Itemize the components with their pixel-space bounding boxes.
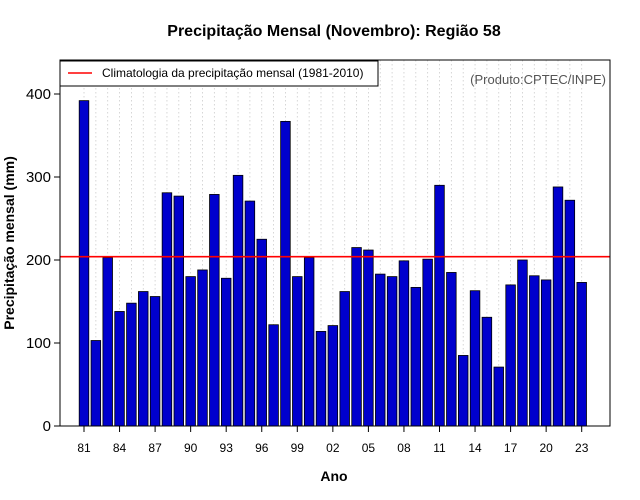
- x-tick-label-23: 23: [575, 441, 589, 455]
- x-axis-title: Ano: [320, 468, 347, 484]
- y-tick-label-0: 0: [43, 418, 51, 435]
- y-tick-label-100: 100: [26, 335, 51, 352]
- bar-2017: [505, 284, 516, 427]
- bars: [78, 100, 587, 427]
- bar-2022: [564, 199, 576, 427]
- bar-2016: [493, 366, 504, 427]
- bar-2018: [517, 259, 528, 427]
- plot-frame: [59, 59, 611, 427]
- bar-2008: [398, 260, 410, 427]
- y-tick-label-200: 200: [26, 252, 51, 269]
- bar-2009: [410, 286, 422, 427]
- bar-1986: [138, 291, 149, 427]
- bar-2023: [576, 282, 587, 427]
- bar-1997: [268, 324, 279, 427]
- bar-1999: [292, 276, 303, 427]
- bar-1981: [78, 100, 90, 427]
- bar-2003: [339, 291, 350, 427]
- bar-1988: [161, 192, 173, 427]
- bar-2004: [351, 247, 362, 427]
- bar-1994: [232, 174, 244, 427]
- x-tick-label-99: 99: [291, 441, 305, 455]
- legend: Climatologia da precipitação mensal (198…: [59, 60, 379, 87]
- bar-2013: [457, 355, 469, 427]
- bar-2012: [446, 272, 457, 427]
- y-tick-label-300: 300: [26, 169, 51, 186]
- chart-title: Precipitação Mensal (Novembro): Região 5…: [167, 23, 501, 40]
- bar-1992: [209, 194, 220, 427]
- bar-2007: [386, 276, 398, 427]
- credit-text: (Produto:CPTEC/INPE): [470, 72, 606, 87]
- x-tick-label-08: 08: [397, 441, 411, 455]
- bar-2001: [315, 330, 327, 427]
- bar-2006: [375, 273, 386, 427]
- bar-2011: [434, 184, 445, 427]
- x-tick-label-02: 02: [326, 441, 340, 455]
- bar-1989: [173, 195, 185, 427]
- bar-2010: [422, 258, 433, 427]
- bar-1984: [114, 311, 125, 427]
- bar-2014: [469, 290, 481, 427]
- bar-2015: [481, 316, 493, 427]
- bar-2021: [552, 186, 564, 427]
- bar-2019: [529, 275, 540, 427]
- bar-1990: [185, 276, 196, 427]
- bar-1982: [90, 340, 102, 427]
- bar-1985: [126, 302, 137, 427]
- x-tick-label-05: 05: [362, 441, 376, 455]
- legend-label: Climatologia da precipitação mensal (198…: [102, 66, 363, 80]
- x-tick-label-11: 11: [433, 441, 446, 455]
- x-tick-label-87: 87: [148, 441, 162, 455]
- x-axis: 81 84 87 90 93 96 99 02 05 08 11 14 17 20 23: [77, 426, 589, 455]
- x-tick-label-17: 17: [504, 441, 518, 455]
- x-tick-label-81: 81: [77, 441, 91, 455]
- y-tick-label-400: 400: [26, 86, 51, 103]
- bar-2002: [327, 325, 339, 427]
- bar-2020: [540, 279, 552, 427]
- bar-1996: [256, 238, 267, 427]
- bar-1998: [280, 120, 291, 427]
- x-tick-label-20: 20: [539, 441, 553, 455]
- bar-1991: [197, 269, 208, 427]
- legend-box: [59, 60, 379, 87]
- y-axis: 0 100 200 300 400: [26, 86, 60, 435]
- bar-2000: [303, 257, 315, 427]
- x-tick-label-14: 14: [468, 441, 482, 455]
- x-tick-label-84: 84: [113, 441, 127, 455]
- x-tick-label-90: 90: [184, 441, 198, 455]
- bar-1993: [220, 277, 232, 427]
- y-axis-title: Precipitação mensal (mm): [1, 156, 17, 330]
- bar-1995: [244, 200, 256, 427]
- x-tick-label-96: 96: [255, 441, 269, 455]
- bar-1987: [149, 296, 161, 427]
- x-tick-label-93: 93: [220, 441, 234, 455]
- bar-2005: [363, 249, 374, 427]
- bar-1983: [102, 257, 113, 427]
